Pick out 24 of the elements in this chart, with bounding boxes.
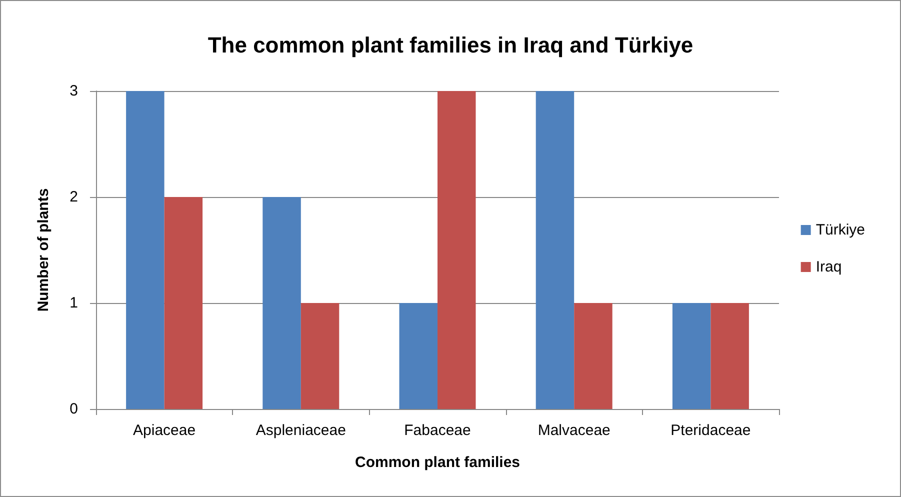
- chart-title: The common plant families in Iraq and Türkiye: [208, 32, 694, 58]
- bar: [438, 91, 476, 409]
- x-tick-label: Pteridaceae: [670, 422, 751, 439]
- y-axis-title: Number of plants: [35, 188, 52, 312]
- y-tick-label: 1: [70, 294, 78, 312]
- bar: [164, 197, 203, 409]
- bar: [710, 303, 749, 409]
- x-tick-label: Aspleniaceae: [256, 422, 346, 439]
- bar: [126, 91, 164, 409]
- legend-label: Türkiye: [816, 222, 866, 238]
- y-tick-label: 3: [70, 82, 78, 100]
- bar: [536, 91, 574, 409]
- x-axis-title: Common plant families: [354, 454, 520, 471]
- y-tick-label: 2: [70, 188, 78, 206]
- bar: [399, 303, 438, 409]
- x-tick-label: Apiaceae: [133, 422, 196, 439]
- bar: [300, 303, 340, 409]
- bar: [672, 303, 711, 409]
- bar: [262, 197, 301, 409]
- x-tick-label: Fabaceae: [404, 422, 471, 439]
- legend-label: Iraq: [816, 258, 842, 276]
- x-tick-label: Malvaceae: [538, 422, 610, 439]
- y-tick-label: 0: [70, 400, 78, 418]
- bar: [574, 303, 612, 409]
